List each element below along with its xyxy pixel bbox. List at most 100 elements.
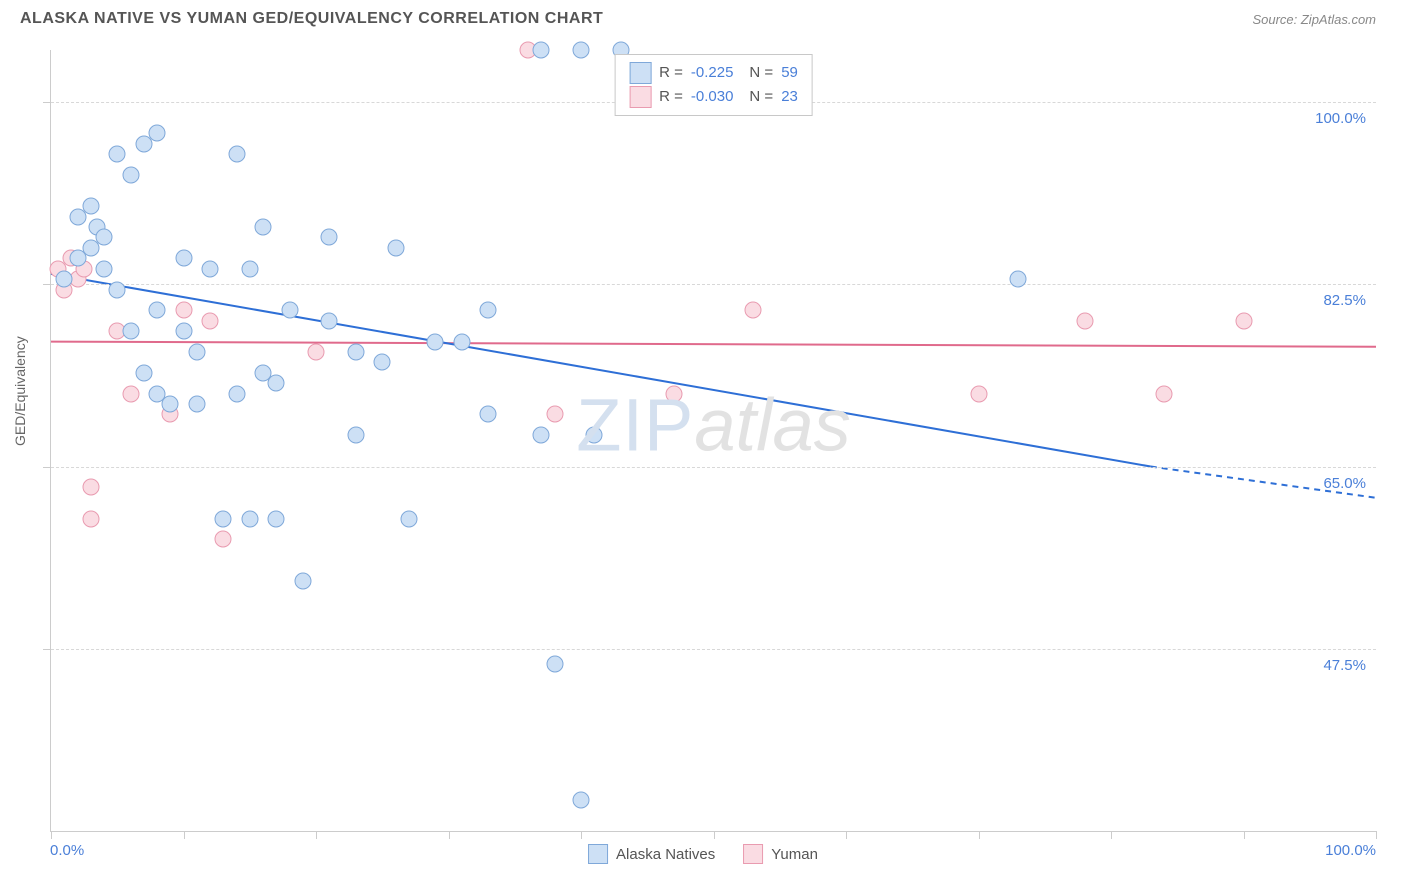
chart-source: Source: ZipAtlas.com xyxy=(1252,12,1376,27)
y-tick xyxy=(43,102,51,103)
alaska-point xyxy=(228,385,245,402)
y-tick-label: 82.5% xyxy=(1323,292,1366,309)
scatter-chart: ZIPatlas R = -0.225 N = 59 R = -0.030 N … xyxy=(50,50,1376,832)
yuman-point xyxy=(1156,385,1173,402)
x-tick xyxy=(846,831,847,839)
alaska-point xyxy=(321,312,338,329)
alaska-point xyxy=(175,250,192,267)
alaska-point xyxy=(480,406,497,423)
yuman-point xyxy=(970,385,987,402)
x-tick xyxy=(1376,831,1377,839)
alaska-point xyxy=(241,510,258,527)
watermark-part-2: atlas xyxy=(694,383,850,466)
y-tick-label: 65.0% xyxy=(1323,475,1366,492)
watermark: ZIPatlas xyxy=(576,382,850,467)
alaska-point xyxy=(480,302,497,319)
legend-swatch-alaska xyxy=(629,62,651,84)
alaska-point xyxy=(122,166,139,183)
yuman-point xyxy=(202,312,219,329)
series-swatch-alaska xyxy=(588,844,608,864)
alaska-point xyxy=(294,573,311,590)
alaska-point xyxy=(400,510,417,527)
alaska-point xyxy=(573,42,590,59)
yuman-point xyxy=(82,479,99,496)
chart-header: ALASKA NATIVE VS YUMAN GED/EQUIVALENCY C… xyxy=(0,0,1406,28)
yuman-point xyxy=(665,385,682,402)
correlation-legend: R = -0.225 N = 59 R = -0.030 N = 23 xyxy=(614,54,813,116)
series-legend-alaska: Alaska Natives xyxy=(588,844,715,864)
alaska-point xyxy=(586,427,603,444)
alaska-point xyxy=(188,344,205,361)
legend-row-alaska: R = -0.225 N = 59 xyxy=(629,61,798,85)
alaska-point xyxy=(281,302,298,319)
alaska-point xyxy=(546,656,563,673)
legend-swatch-yuman xyxy=(629,86,651,108)
legend-n-alaska: 59 xyxy=(781,61,798,85)
alaska-point xyxy=(347,344,364,361)
alaska-point xyxy=(387,239,404,256)
x-tick xyxy=(449,831,450,839)
alaska-point xyxy=(268,510,285,527)
trend-lines xyxy=(51,50,1376,831)
series-legend-yuman: Yuman xyxy=(743,844,818,864)
yuman-point xyxy=(308,344,325,361)
alaska-point xyxy=(149,125,166,142)
x-axis-min: 0.0% xyxy=(50,842,84,859)
y-tick xyxy=(43,284,51,285)
yuman-point xyxy=(546,406,563,423)
yuman-point xyxy=(1076,312,1093,329)
alaska-point xyxy=(427,333,444,350)
alaska-point xyxy=(228,146,245,163)
x-tick xyxy=(1111,831,1112,839)
alaska-point xyxy=(162,396,179,413)
yuman-point xyxy=(215,531,232,548)
alaska-point xyxy=(215,510,232,527)
y-tick xyxy=(43,467,51,468)
alaska-point xyxy=(573,791,590,808)
gridline xyxy=(51,649,1376,650)
alaska-point xyxy=(202,260,219,277)
alaska-point xyxy=(122,323,139,340)
x-tick xyxy=(316,831,317,839)
x-tick xyxy=(1244,831,1245,839)
gridline xyxy=(51,467,1376,468)
y-tick-label: 47.5% xyxy=(1323,657,1366,674)
yuman-point xyxy=(745,302,762,319)
alaska-point xyxy=(347,427,364,444)
alaska-point xyxy=(255,219,272,236)
y-tick-label: 100.0% xyxy=(1315,110,1366,127)
alaska-point xyxy=(453,333,470,350)
alaska-point xyxy=(241,260,258,277)
gridline xyxy=(51,284,1376,285)
legend-n-label: N = xyxy=(749,61,773,85)
alaska-point xyxy=(321,229,338,246)
x-tick xyxy=(979,831,980,839)
legend-row-yuman: R = -0.030 N = 23 xyxy=(629,85,798,109)
yuman-point xyxy=(82,510,99,527)
alaska-point xyxy=(96,260,113,277)
alaska-point xyxy=(56,271,73,288)
yuman-point xyxy=(1235,312,1252,329)
alaska-point xyxy=(96,229,113,246)
legend-n-label: N = xyxy=(749,85,773,109)
alaska-point xyxy=(135,364,152,381)
alaska-point xyxy=(175,323,192,340)
x-tick xyxy=(714,831,715,839)
alaska-point xyxy=(533,427,550,444)
legend-n-yuman: 23 xyxy=(781,85,798,109)
series-label-alaska: Alaska Natives xyxy=(616,846,715,863)
y-tick xyxy=(43,649,51,650)
x-axis-max: 100.0% xyxy=(1325,842,1376,859)
chart-title: ALASKA NATIVE VS YUMAN GED/EQUIVALENCY C… xyxy=(20,10,603,28)
alaska-point xyxy=(1010,271,1027,288)
yuman-point xyxy=(175,302,192,319)
alaska-point xyxy=(109,281,126,298)
x-tick xyxy=(51,831,52,839)
alaska-point xyxy=(149,302,166,319)
x-tick xyxy=(184,831,185,839)
alaska-point xyxy=(533,42,550,59)
legend-r-label: R = xyxy=(659,85,683,109)
legend-r-label: R = xyxy=(659,61,683,85)
x-tick xyxy=(581,831,582,839)
alaska-point xyxy=(374,354,391,371)
